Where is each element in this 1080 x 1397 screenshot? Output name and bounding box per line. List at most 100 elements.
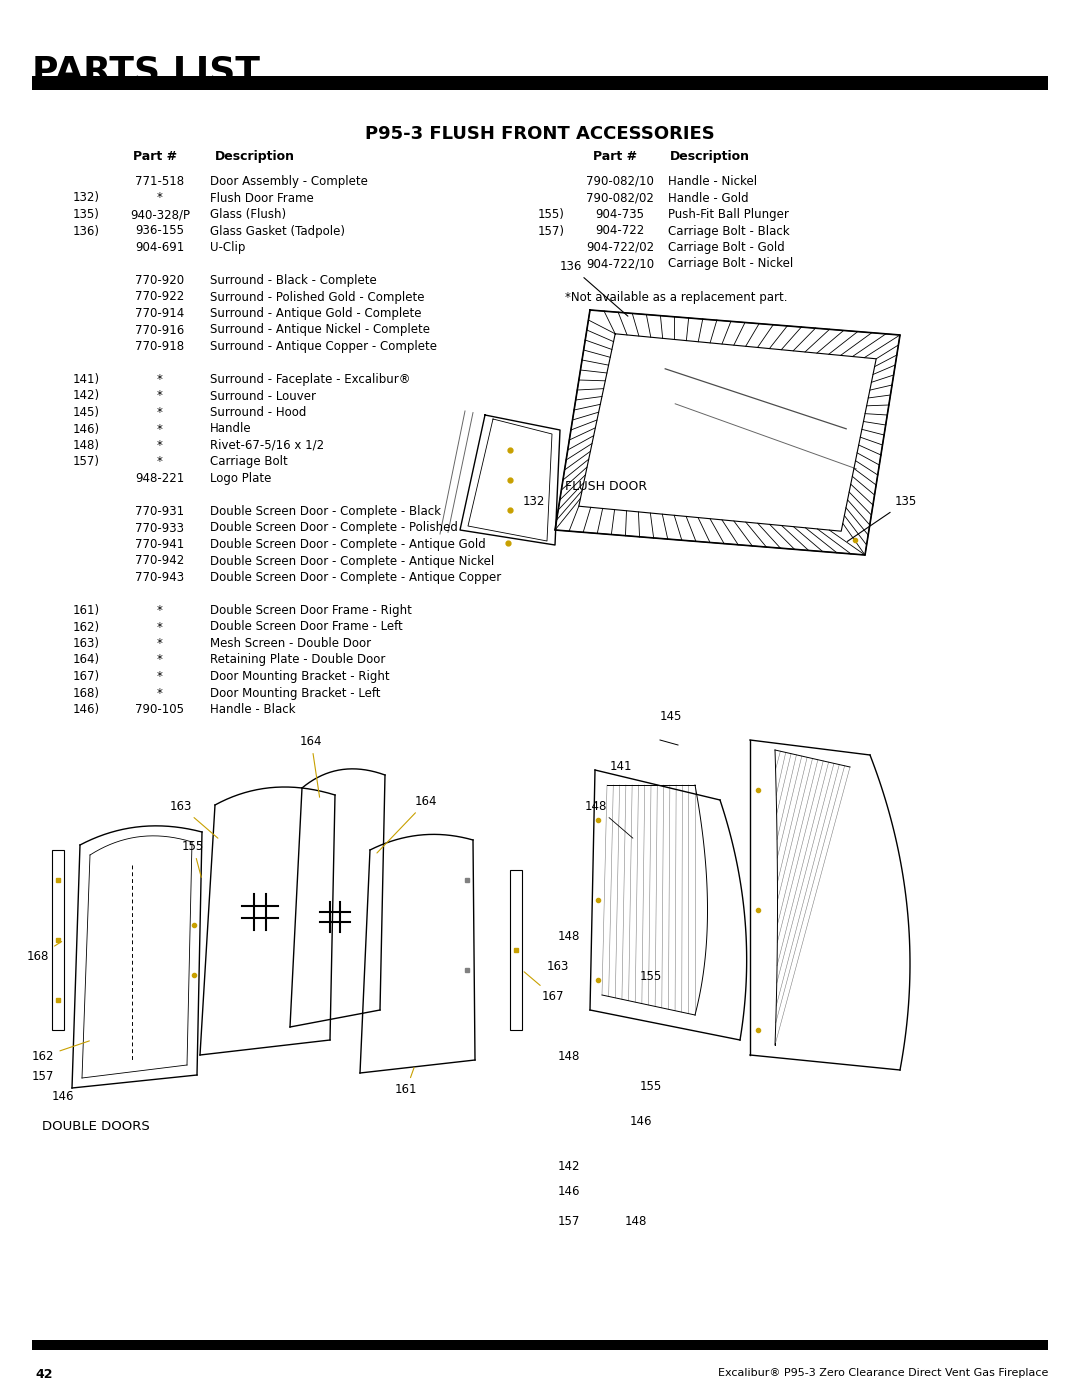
Text: 936-155: 936-155	[135, 225, 185, 237]
Text: 157): 157)	[73, 455, 100, 468]
Polygon shape	[555, 310, 900, 555]
Text: Double Screen Door Frame - Right: Double Screen Door Frame - Right	[210, 604, 411, 617]
Text: 142): 142)	[72, 390, 100, 402]
Text: 790-105: 790-105	[135, 703, 185, 717]
Text: Double Screen Door Frame - Left: Double Screen Door Frame - Left	[210, 620, 403, 633]
Text: 168: 168	[27, 942, 62, 963]
Polygon shape	[72, 814, 202, 1088]
Text: Surround - Antique Copper - Complete: Surround - Antique Copper - Complete	[210, 339, 437, 353]
Text: Surround - Antique Gold - Complete: Surround - Antique Gold - Complete	[210, 307, 421, 320]
Text: Carriage Bolt - Black: Carriage Bolt - Black	[669, 225, 789, 237]
Text: Double Screen Door - Complete - Black: Double Screen Door - Complete - Black	[210, 504, 441, 518]
Text: 146: 146	[557, 1185, 580, 1199]
Text: 162): 162)	[72, 620, 100, 633]
Polygon shape	[200, 795, 335, 1055]
Text: Surround - Polished Gold - Complete: Surround - Polished Gold - Complete	[210, 291, 424, 303]
Text: *: *	[157, 191, 163, 204]
Text: 146): 146)	[72, 422, 100, 436]
Text: 770-941: 770-941	[135, 538, 185, 550]
Text: FLUSH DOOR: FLUSH DOOR	[565, 481, 647, 493]
Text: Handle - Black: Handle - Black	[210, 703, 296, 717]
Text: 904-722/02: 904-722/02	[586, 242, 654, 254]
Text: *: *	[157, 439, 163, 453]
Text: Double Screen Door - Complete - Antique Gold: Double Screen Door - Complete - Antique …	[210, 538, 486, 550]
Text: P95-3 FLUSH FRONT ACCESSORIES: P95-3 FLUSH FRONT ACCESSORIES	[365, 124, 715, 142]
Text: 157: 157	[557, 1215, 580, 1228]
Text: Surround - Hood: Surround - Hood	[210, 407, 307, 419]
Text: Door Assembly - Complete: Door Assembly - Complete	[210, 175, 368, 189]
Text: 135: 135	[848, 495, 917, 542]
Text: 157: 157	[32, 1070, 54, 1083]
Text: 141: 141	[610, 760, 633, 773]
Text: 770-916: 770-916	[135, 324, 185, 337]
Text: Rivet-67-5/16 x 1/2: Rivet-67-5/16 x 1/2	[210, 439, 324, 453]
Text: 161: 161	[395, 1067, 418, 1097]
Bar	[32, 1340, 1048, 1350]
Polygon shape	[291, 775, 384, 1027]
Text: DOUBLE DOORS: DOUBLE DOORS	[42, 1120, 150, 1133]
Text: *: *	[157, 686, 163, 700]
Text: Excalibur® P95-3 Zero Clearance Direct Vent Gas Fireplace: Excalibur® P95-3 Zero Clearance Direct V…	[717, 1368, 1048, 1377]
Text: 146: 146	[630, 1115, 652, 1127]
Text: 904-722/10: 904-722/10	[586, 257, 654, 271]
Text: 146): 146)	[72, 703, 100, 717]
Text: Mesh Screen - Double Door: Mesh Screen - Double Door	[210, 637, 372, 650]
Text: Carriage Bolt - Nickel: Carriage Bolt - Nickel	[669, 257, 793, 271]
Text: 145): 145)	[73, 407, 100, 419]
Text: 155: 155	[640, 1080, 662, 1092]
Text: Carriage Bolt - Gold: Carriage Bolt - Gold	[669, 242, 785, 254]
Text: 790-082/10: 790-082/10	[586, 175, 653, 189]
Text: 164: 164	[300, 735, 323, 798]
Polygon shape	[750, 740, 910, 1070]
Text: *Not available as a replacement part.: *Not available as a replacement part.	[565, 291, 787, 303]
Text: U-Clip: U-Clip	[210, 242, 245, 254]
Text: 155: 155	[640, 970, 662, 983]
Text: 132: 132	[523, 495, 545, 509]
Bar	[52, 849, 64, 1030]
Text: Retaining Plate - Double Door: Retaining Plate - Double Door	[210, 654, 386, 666]
Text: 132): 132)	[73, 191, 100, 204]
Text: *: *	[157, 373, 163, 386]
Text: Handle - Nickel: Handle - Nickel	[669, 175, 757, 189]
Text: 155: 155	[183, 840, 204, 877]
Text: 770-933: 770-933	[135, 521, 185, 535]
Text: 135): 135)	[73, 208, 100, 221]
Text: Surround - Black - Complete: Surround - Black - Complete	[210, 274, 377, 286]
Text: *: *	[157, 620, 163, 633]
Text: Description: Description	[670, 149, 750, 163]
Text: *: *	[157, 604, 163, 617]
Text: Double Screen Door - Complete - Antique Nickel: Double Screen Door - Complete - Antique …	[210, 555, 495, 567]
Text: 771-518: 771-518	[135, 175, 185, 189]
Text: Glass Gasket (Tadpole): Glass Gasket (Tadpole)	[210, 225, 345, 237]
Text: *: *	[157, 637, 163, 650]
Text: Glass (Flush): Glass (Flush)	[210, 208, 286, 221]
Text: 136): 136)	[73, 225, 100, 237]
Bar	[32, 75, 1048, 89]
Text: 770-942: 770-942	[135, 555, 185, 567]
Text: *: *	[157, 390, 163, 402]
Text: Flush Door Frame: Flush Door Frame	[210, 191, 314, 204]
Text: 770-943: 770-943	[135, 571, 185, 584]
Text: 164: 164	[377, 795, 437, 854]
Text: 904-735: 904-735	[595, 208, 645, 221]
Polygon shape	[360, 840, 475, 1073]
Text: 770-920: 770-920	[135, 274, 185, 286]
Text: 770-922: 770-922	[135, 291, 185, 303]
Text: 163: 163	[170, 800, 218, 838]
Text: 162: 162	[32, 1041, 90, 1063]
Text: 148: 148	[557, 1051, 580, 1063]
Text: 157): 157)	[538, 225, 565, 237]
Text: *: *	[157, 455, 163, 468]
Text: 148): 148)	[73, 439, 100, 453]
Text: *: *	[157, 422, 163, 436]
Text: 148: 148	[625, 1215, 647, 1228]
Text: 940-328/P: 940-328/P	[130, 208, 190, 221]
Text: Logo Plate: Logo Plate	[210, 472, 271, 485]
Text: 148: 148	[557, 930, 580, 943]
Text: 142: 142	[557, 1160, 580, 1173]
Text: 146: 146	[52, 1090, 75, 1104]
Text: 145: 145	[660, 710, 683, 724]
Text: *: *	[157, 671, 163, 683]
Polygon shape	[460, 415, 561, 545]
Text: 161): 161)	[72, 604, 100, 617]
